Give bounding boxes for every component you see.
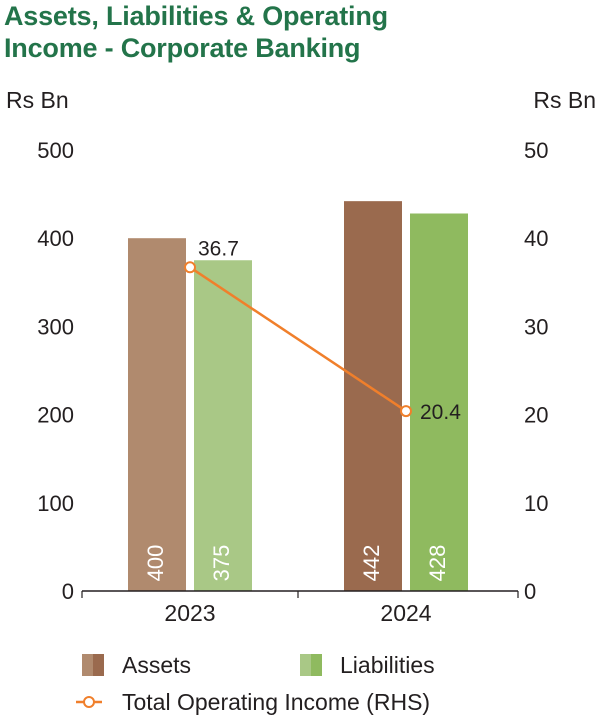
bars: 400 375 442 428 (128, 201, 468, 591)
x-axis-labels: 2023 2024 (164, 600, 431, 626)
right-tick-label: 50 (524, 138, 548, 163)
liabilities-bar-2023 (194, 260, 252, 591)
left-tick-label: 400 (37, 226, 74, 251)
liabilities-legend-swatch (311, 654, 322, 676)
operating-income-point-2024 (400, 405, 412, 418)
left-tick-label: 100 (37, 491, 74, 516)
chart-title-line-2: Income - Corporate Banking (4, 33, 361, 63)
assets-bar-label-2023: 400 (143, 545, 168, 582)
left-axis-ticks: 0 100 200 300 400 500 (37, 138, 74, 604)
assets-bar-label-2024: 442 (359, 545, 384, 582)
right-tick-label: 40 (524, 226, 548, 251)
right-tick-label: 10 (524, 491, 548, 516)
liabilities-bar-label-2023: 375 (209, 545, 234, 582)
left-tick-label: 200 (37, 403, 74, 428)
chart-title: Assets, Liabilities & Operating Income -… (4, 0, 594, 64)
x-label-2023: 2023 (164, 600, 215, 626)
assets-legend-label: Assets (122, 652, 191, 678)
liabilities-legend-swatch (300, 654, 311, 676)
right-axis-unit: Rs Bn (533, 87, 596, 113)
x-axis-tick-marks (81, 591, 519, 598)
liabilities-bar-label-2024: 428 (425, 545, 450, 582)
operating-income-legend-label: Total Operating Income (RHS) (122, 689, 430, 715)
operating-income-legend-marker (83, 696, 95, 708)
assets-bar-2024 (344, 201, 402, 591)
left-tick-label: 500 (37, 138, 74, 163)
assets-bar-2023 (128, 238, 186, 591)
assets-legend-swatch (82, 654, 93, 676)
left-tick-label: 0 (62, 579, 74, 604)
assets-legend-swatch (93, 654, 104, 676)
right-tick-label: 20 (524, 403, 548, 428)
left-axis-unit: Rs Bn (6, 87, 69, 113)
right-axis-ticks: 0 10 20 30 40 50 (524, 138, 548, 604)
chart-title-line-1: Assets, Liabilities & Operating (4, 1, 388, 31)
right-tick-label: 0 (524, 579, 536, 604)
right-tick-label: 30 (524, 314, 548, 339)
operating-income-point-2023 (184, 261, 196, 274)
legend: Assets Liabilities Total Operating Income … (76, 652, 435, 715)
left-tick-label: 300 (37, 314, 74, 339)
operating-income-polyline (189, 266, 407, 413)
operating-income-line: 36.7 20.4 (184, 237, 461, 424)
liabilities-bar-2024 (410, 213, 468, 591)
operating-income-label-2023: 36.7 (198, 237, 239, 260)
x-label-2024: 2024 (380, 600, 431, 626)
liabilities-legend-label: Liabilities (340, 652, 435, 678)
operating-income-label-2024: 20.4 (420, 401, 461, 424)
